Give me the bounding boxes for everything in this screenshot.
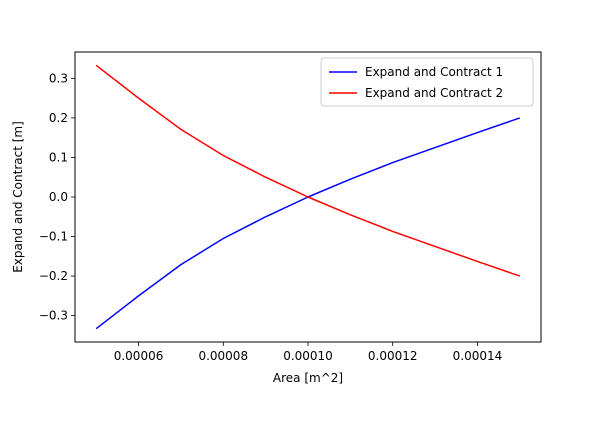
- x-axis-label: Area [m^2]: [273, 371, 343, 385]
- series-line-1: [95, 117, 521, 330]
- y-axis: −0.3 −0.2 −0.1 0.0 0.1 0.2 0.3: [39, 71, 75, 323]
- y-tick-label: 0.1: [49, 150, 68, 164]
- y-tick-label: −0.3: [39, 309, 68, 323]
- x-tick-label: 0.00008: [198, 349, 248, 363]
- x-axis: 0.00006 0.00008 0.00010 0.00012 0.00014: [114, 342, 503, 363]
- y-tick-label: 0.0: [49, 190, 68, 204]
- x-tick-label: 0.00010: [283, 349, 333, 363]
- x-tick-label: 0.00006: [114, 349, 164, 363]
- legend-box: [320, 57, 534, 107]
- x-tick-label: 0.00014: [453, 349, 503, 363]
- y-tick-label: 0.2: [49, 111, 68, 125]
- legend-label-2: Expand and Contract 2: [365, 86, 503, 100]
- legend: Expand and Contract 1 Expand and Contract…: [320, 57, 534, 107]
- y-tick-label: −0.2: [39, 269, 68, 283]
- series-line-2: [95, 64, 521, 277]
- legend-label-1: Expand and Contract 1: [365, 65, 503, 79]
- x-tick-label: 0.00012: [368, 349, 418, 363]
- series-layer: [95, 64, 521, 330]
- y-axis-label: Expand and Contract [m]: [11, 121, 25, 273]
- y-tick-label: 0.3: [49, 71, 68, 85]
- y-tick-label: −0.1: [39, 230, 68, 244]
